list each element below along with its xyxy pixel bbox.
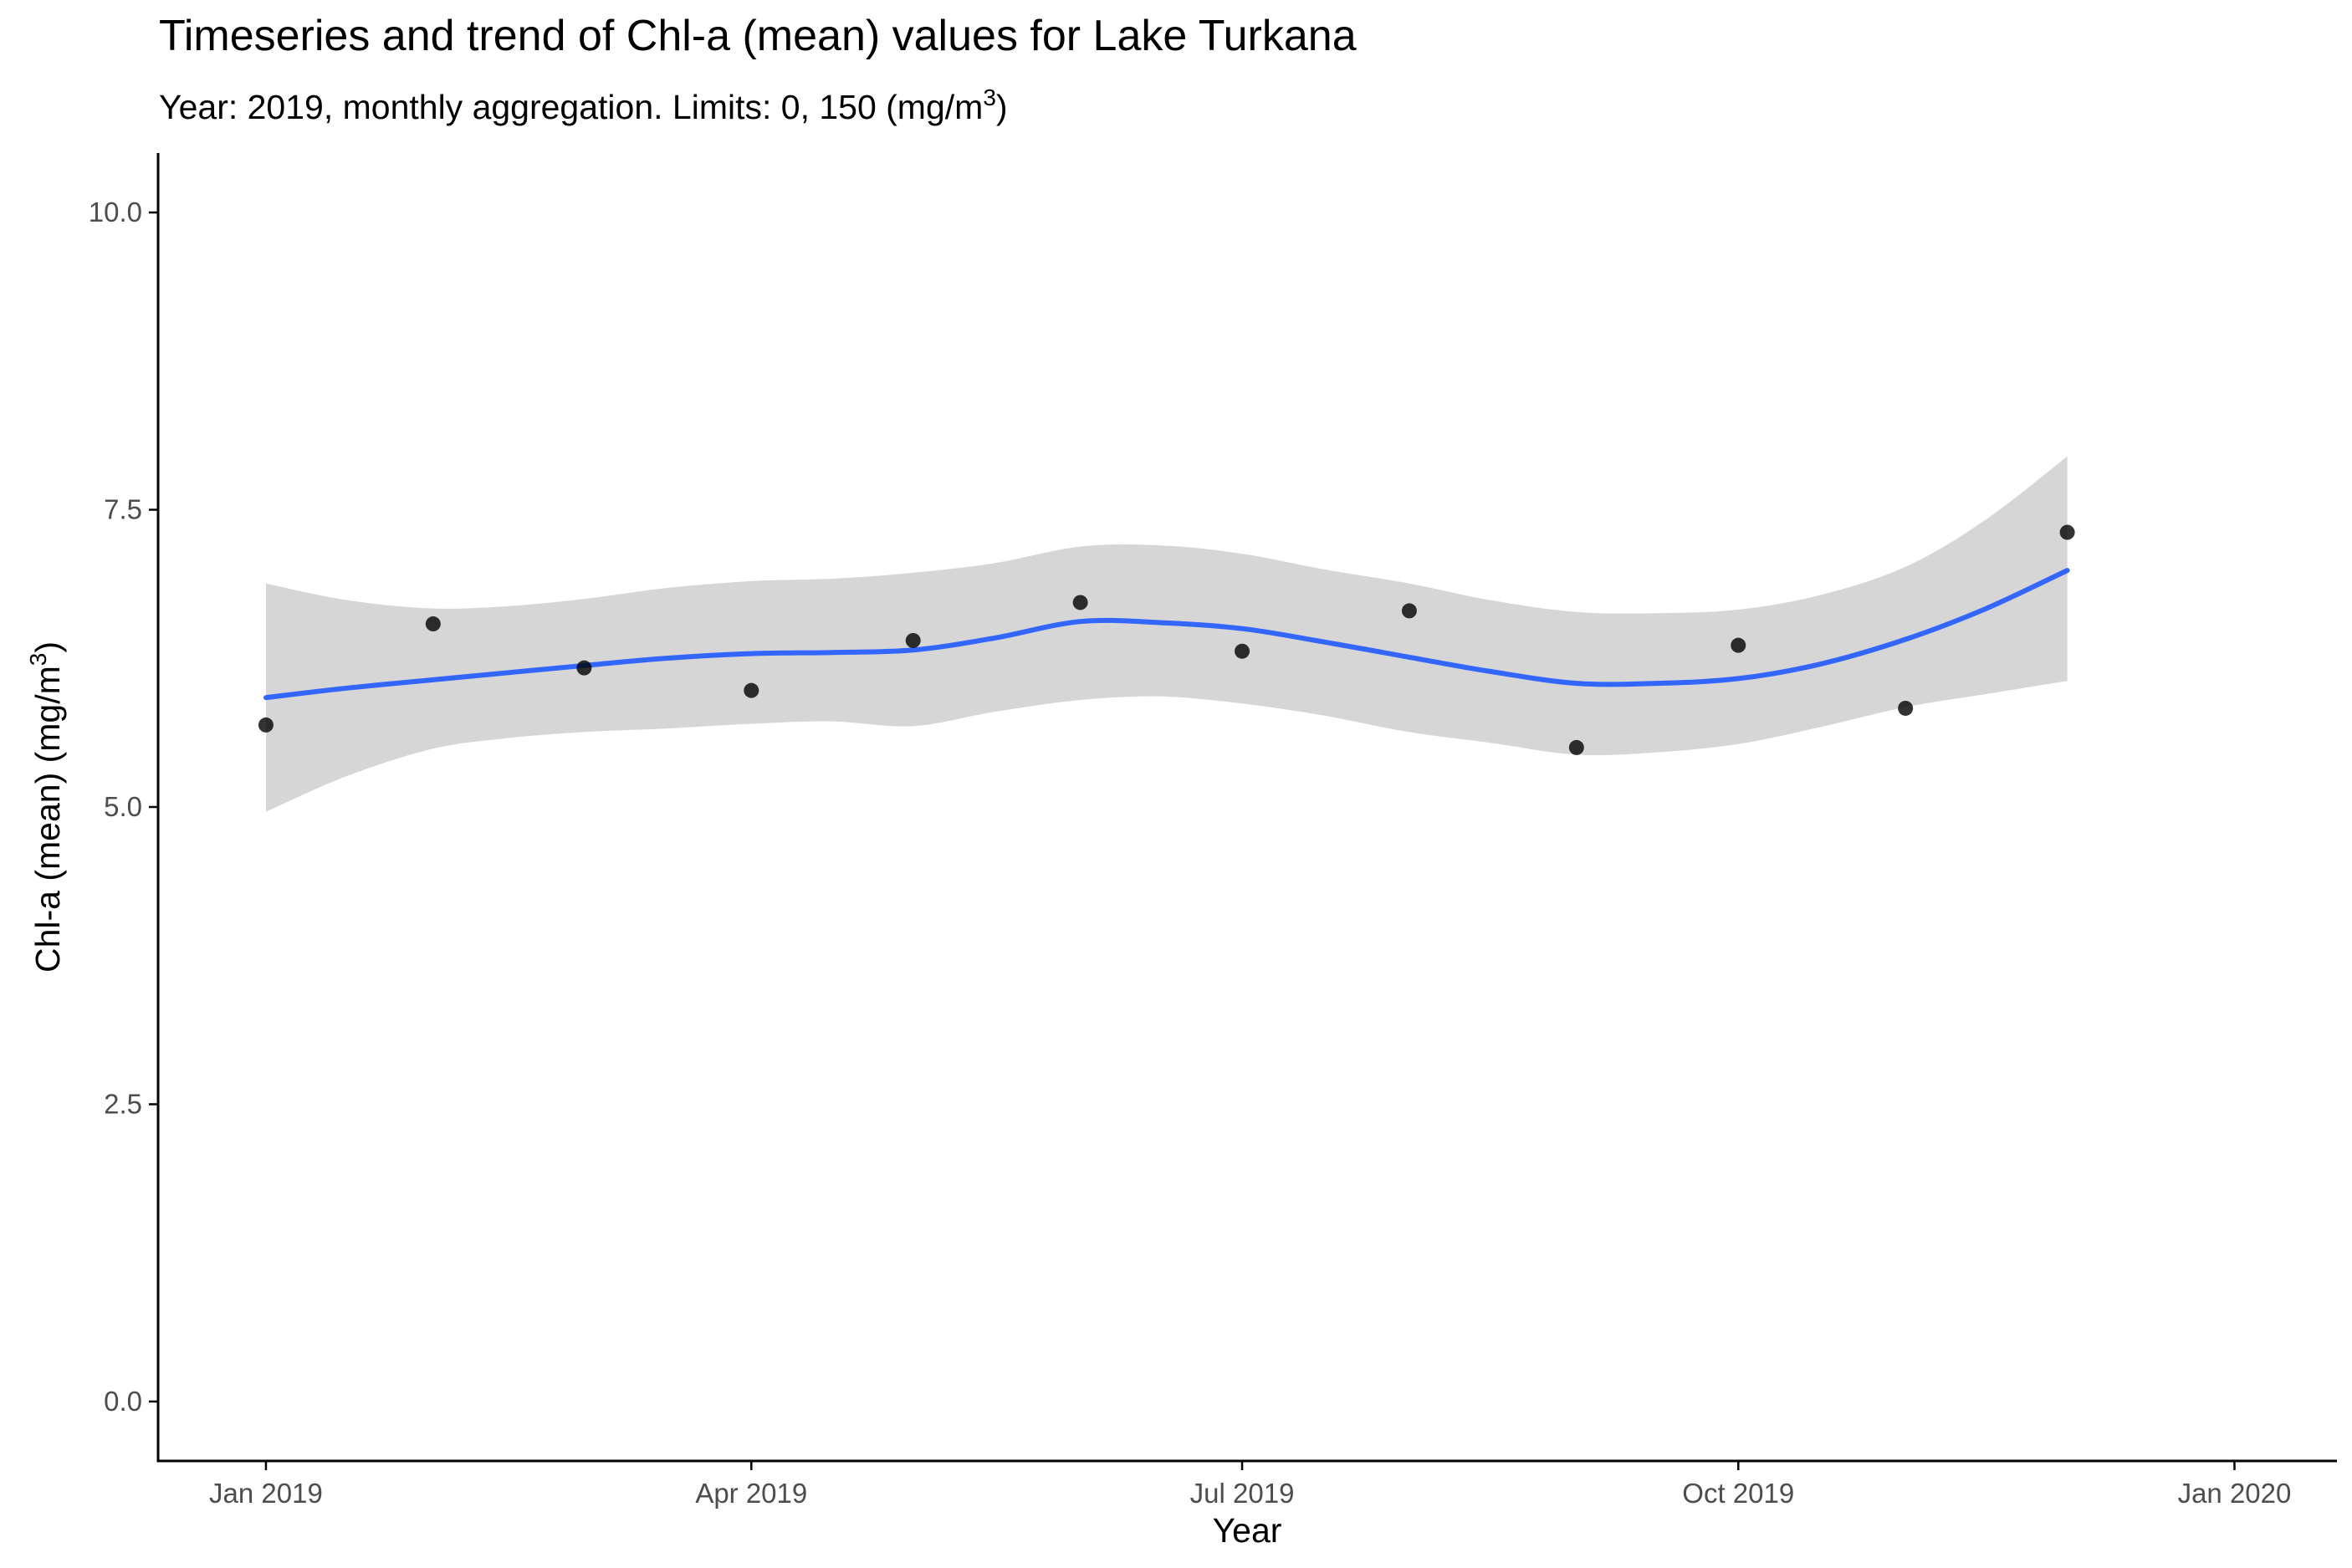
y-axis-title-close: ) <box>28 641 67 653</box>
data-point <box>1731 637 1746 653</box>
data-point <box>1898 700 1914 716</box>
chart-subtitle-unit-close: ) <box>996 88 1008 126</box>
data-point <box>1235 643 1250 659</box>
plot-area <box>258 456 2075 812</box>
chart-subtitle: Year: 2019, monthly aggregation. Limits:… <box>159 84 1008 126</box>
x-tick-label: Jul 2019 <box>1190 1478 1295 1509</box>
x-tick-label: Jan 2019 <box>209 1478 323 1509</box>
y-tick-label: 5.0 <box>104 791 142 822</box>
chart-subtitle-unit-open: (mg/m <box>886 88 983 126</box>
y-axis-title: Chl-a (mean) (mg/m3) <box>25 641 67 973</box>
data-point <box>1568 739 1584 755</box>
data-point <box>576 660 592 676</box>
x-axis-ticks: Jan 2019 Apr 2019 Jul 2019 Oct 2019 Jan 2020 <box>209 1461 2291 1509</box>
y-axis-title-sup: 3 <box>25 653 51 667</box>
data-point <box>905 632 921 648</box>
data-point <box>2059 524 2075 540</box>
y-tick-label: 10.0 <box>89 197 142 227</box>
y-tick-label: 7.5 <box>104 494 142 525</box>
confidence-ribbon <box>266 456 2068 812</box>
x-tick-label: Apr 2019 <box>695 1478 807 1509</box>
x-tick-label: Jan 2020 <box>2178 1478 2292 1509</box>
data-point <box>258 717 274 733</box>
data-point <box>1072 595 1088 610</box>
chart-subtitle-text: Year: 2019, monthly aggregation. Limits:… <box>159 88 886 126</box>
x-axis-title: Year <box>1213 1511 1282 1550</box>
y-axis-title-text: Chl-a (mean) (mg/m <box>28 666 67 973</box>
data-point <box>1401 603 1417 619</box>
x-tick-label: Oct 2019 <box>1682 1478 1794 1509</box>
y-tick-label: 0.0 <box>104 1386 142 1417</box>
y-axis-ticks: 0.0 2.5 5.0 7.5 10.0 <box>89 197 158 1417</box>
data-point <box>744 682 759 698</box>
chart-title: Timeseries and trend of Chl-a (mean) val… <box>159 12 1357 60</box>
data-point <box>425 616 441 632</box>
trend-line <box>263 568 2070 701</box>
chart-subtitle-unit-sup: 3 <box>983 84 996 110</box>
y-tick-label: 2.5 <box>104 1088 142 1119</box>
